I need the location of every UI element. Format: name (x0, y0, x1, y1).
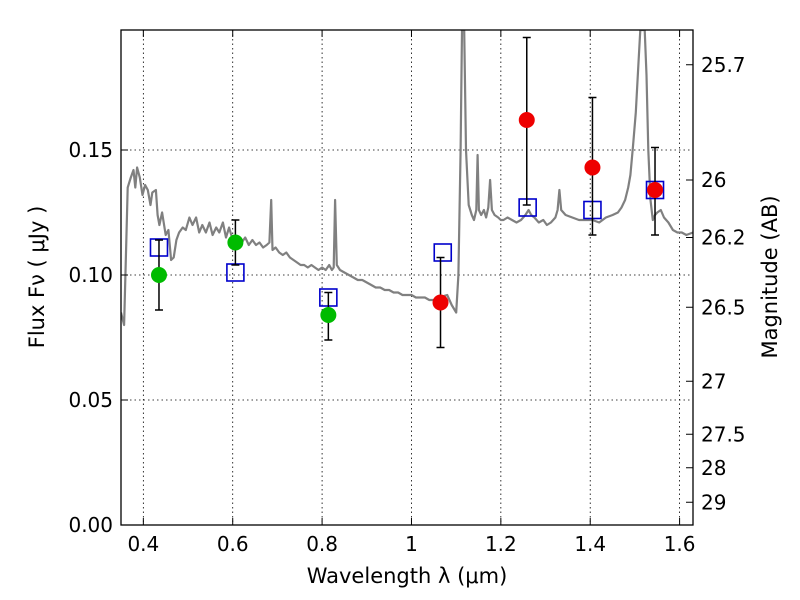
right-axis: 25.7 26 26.2 26.5 27 27.5 28 29 (686, 53, 746, 514)
x-tick-label: 0.8 (306, 532, 338, 556)
plot-frame (120, 29, 694, 526)
x-tick-label: 1.2 (485, 532, 517, 556)
right-tick-label: 27.5 (701, 422, 746, 446)
x-tick-label: 1.6 (664, 532, 696, 556)
right-axis-label: Magnitude (AB) (758, 195, 782, 358)
right-tick-label: 29 (701, 490, 726, 514)
right-tick-label: 28 (701, 456, 726, 480)
observed-flux-point (518, 112, 535, 128)
right-tick-label: 26.2 (701, 226, 746, 250)
y-tick-label: 0.00 (68, 513, 113, 537)
x-tick-label: 1.4 (574, 532, 606, 556)
y-tick-label: 0.10 (68, 263, 113, 287)
y-tick-label: 0.15 (68, 138, 113, 162)
observed-flux-point (432, 294, 449, 311)
y-axis: 0.00 0.05 0.10 0.15 (68, 138, 128, 537)
y-tick-label: 0.05 (68, 388, 113, 412)
observed-flux-point (150, 267, 167, 283)
x-tick-label: 0.6 (217, 532, 249, 556)
data-points (149, 36, 665, 349)
right-tick-label: 27 (701, 369, 726, 393)
x-tick-label: 1 (405, 532, 418, 556)
x-axis-label: Wavelength λ (μm) (307, 564, 508, 588)
observed-flux-point (227, 234, 244, 251)
model-sed-line (121, 30, 693, 327)
right-tick-label: 26 (701, 168, 726, 192)
right-tick-label: 26.5 (701, 295, 746, 319)
model-flux-square (518, 198, 537, 217)
x-axis: 0.4 0.6 0.8 1 1.2 1.4 1.6 (127, 30, 696, 556)
observed-flux-point (647, 182, 664, 198)
model-flux-square (433, 243, 453, 262)
model-flux-square (226, 263, 245, 282)
observed-flux-point (320, 307, 337, 323)
y-axis-label: Flux Fν ( μJy ) (25, 206, 49, 349)
grid-lines (121, 30, 693, 525)
right-tick-label: 25.7 (701, 53, 746, 77)
model-sed (121, 30, 693, 327)
x-tick-label: 0.4 (127, 532, 159, 556)
observed-flux-point (584, 159, 601, 176)
